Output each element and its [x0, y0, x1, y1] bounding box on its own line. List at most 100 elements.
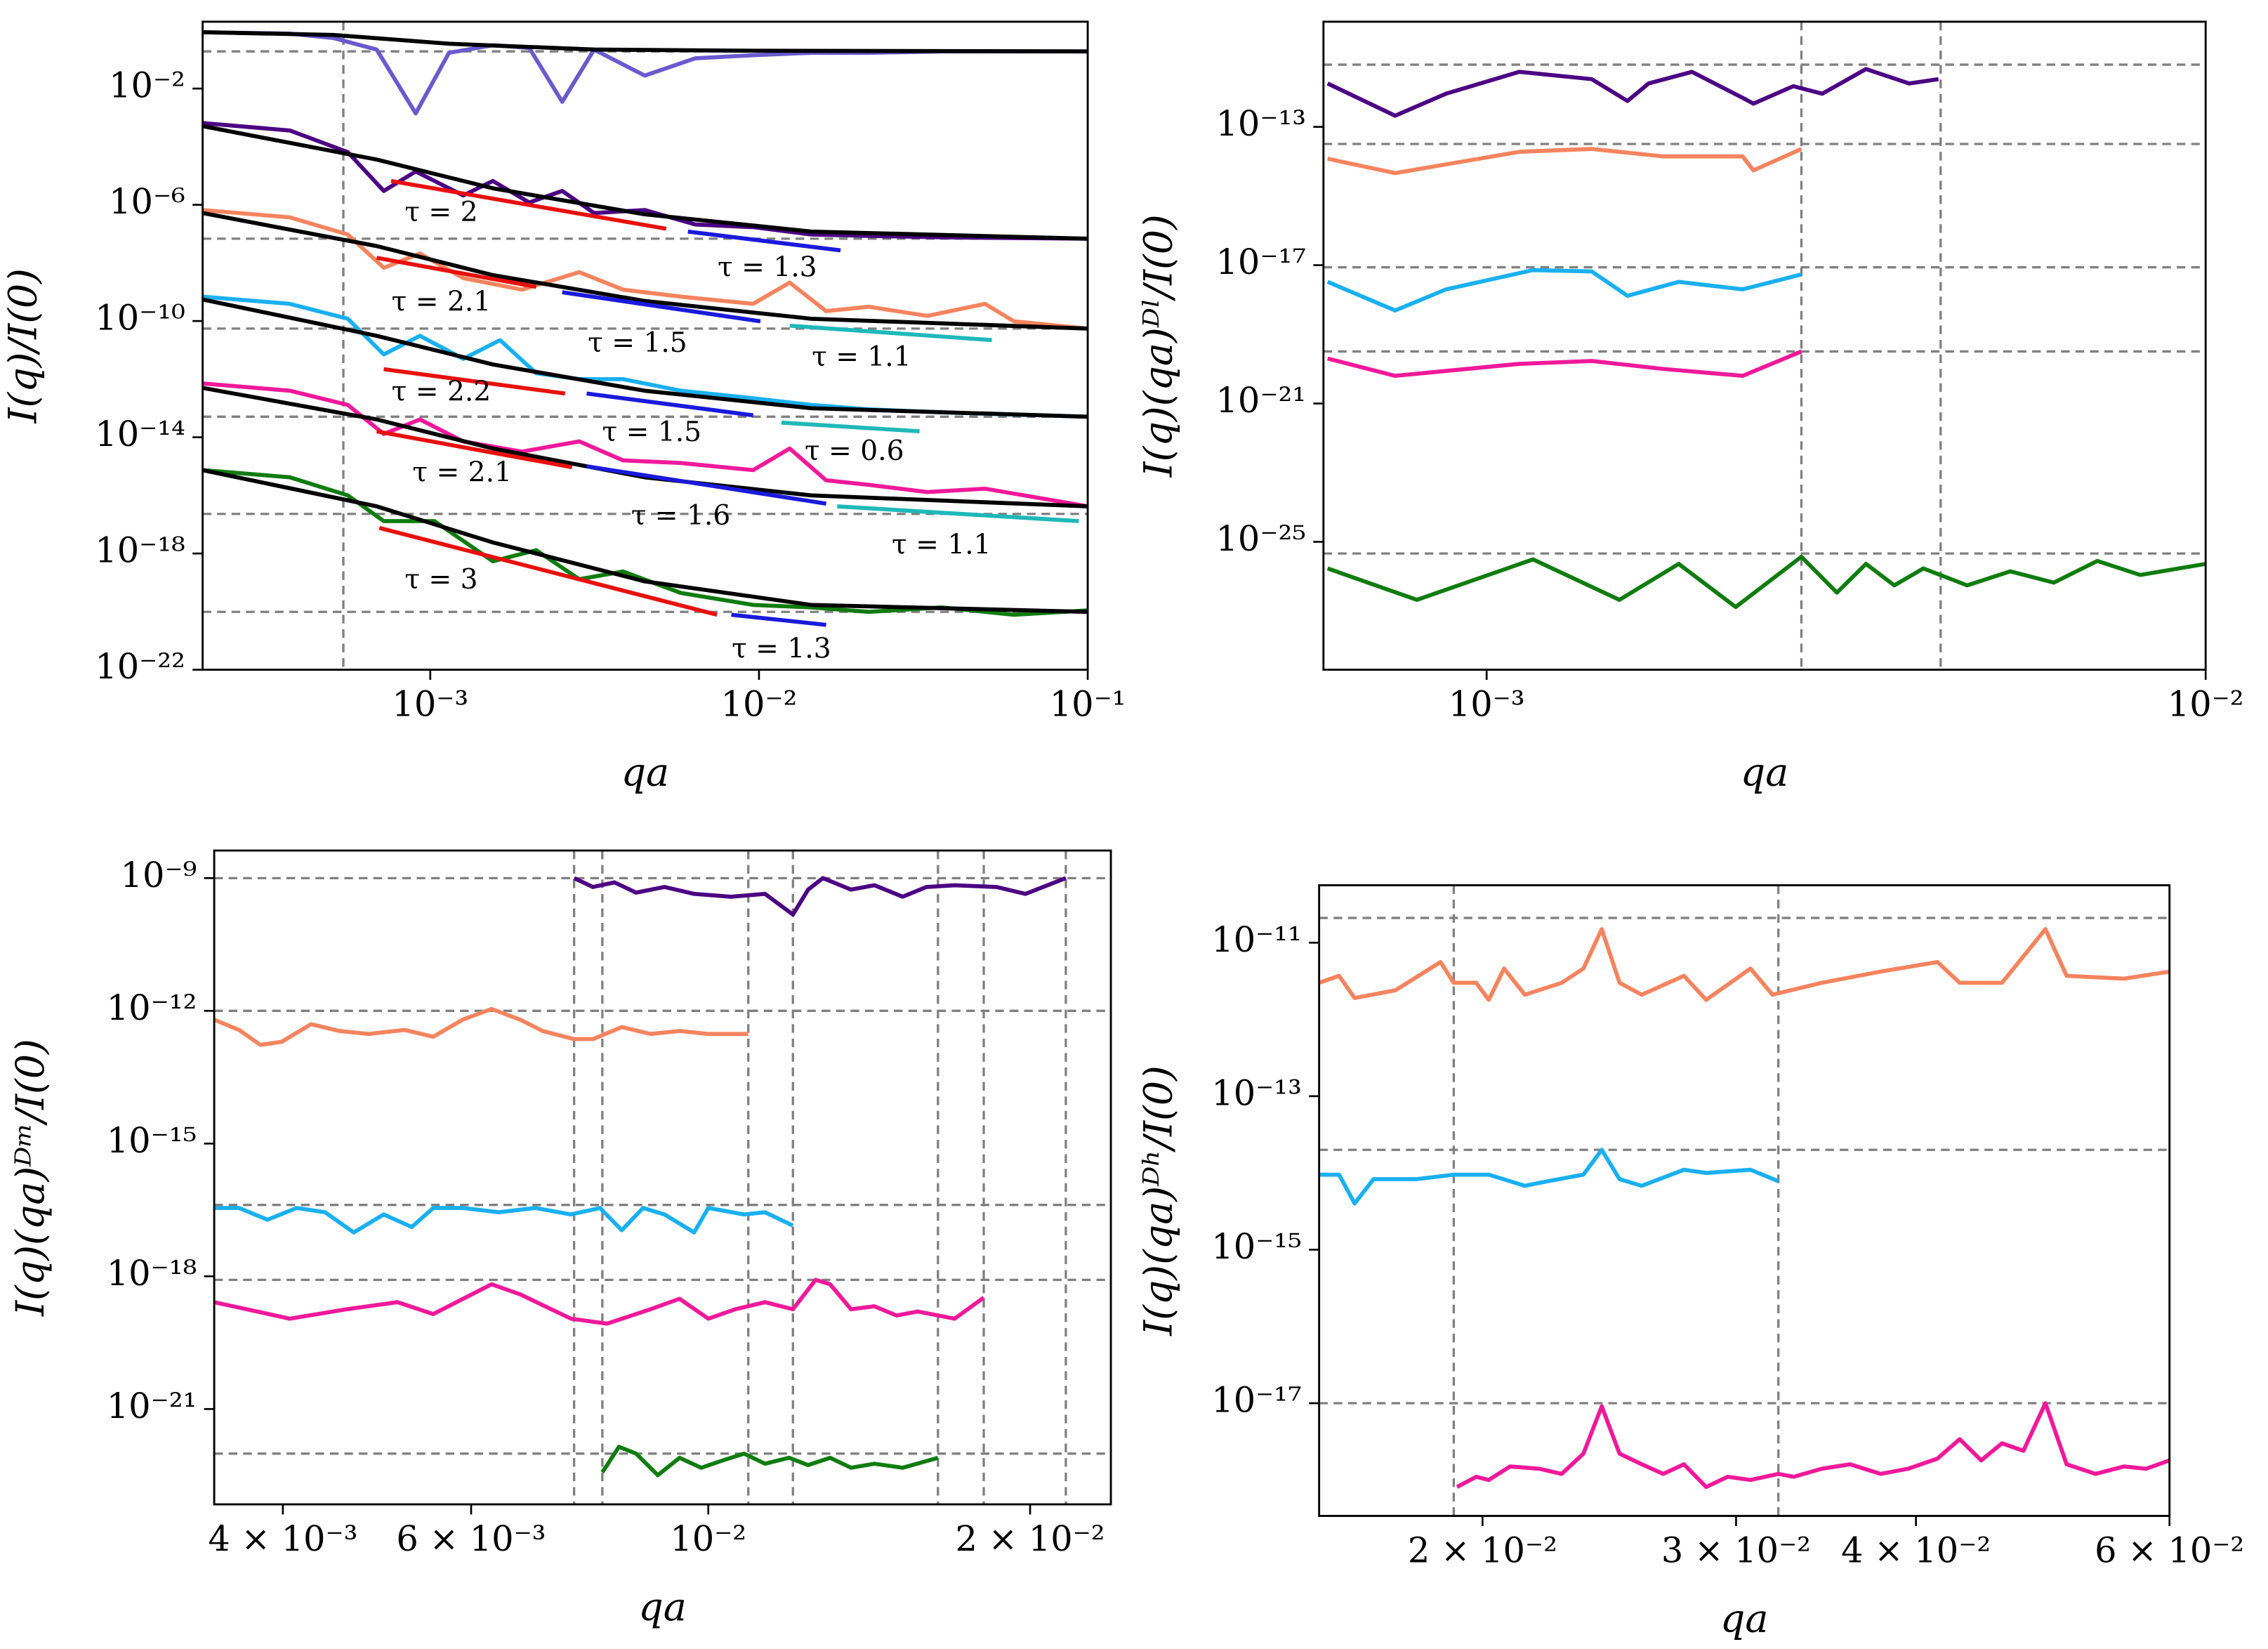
- x-tick-label: 4 × 10⁻³: [208, 1518, 357, 1559]
- annotation: τ = 2.2: [392, 376, 492, 407]
- annotation: τ = 0.6: [805, 435, 904, 467]
- y-tick-label: 10⁻¹⁴: [95, 414, 185, 454]
- panel: 2 × 10⁻² 3 × 10⁻² 4 × 10⁻² 6 × 10⁻² 10⁻¹¹ 10⁻…: [1136, 884, 2244, 1641]
- plot-frame: [213, 849, 1112, 1506]
- series-line: [1326, 268, 1802, 313]
- series-line: [1319, 1148, 1779, 1206]
- series-line: [687, 229, 841, 253]
- y-tick-label: 10⁻¹⁷: [1215, 242, 1306, 282]
- series-line: [600, 1445, 939, 1478]
- panel: τ = 2 τ = 1.3 τ = 2.1 τ = 1.5 τ = 1.1 τ = 2.2…: [1, 20, 1126, 795]
- series-line: [1326, 67, 1939, 118]
- y-tick-label: 10⁻¹⁵: [107, 1120, 197, 1161]
- series-line: [202, 468, 1088, 615]
- series-line: [202, 211, 1088, 331]
- series-line: [202, 29, 1088, 54]
- series-line: [573, 876, 1067, 917]
- annotation: τ = 1.5: [602, 416, 702, 448]
- x-tick-label: 10⁻²: [721, 684, 798, 725]
- series-line: [1326, 554, 2206, 610]
- plot-area: [1323, 21, 2206, 670]
- series-line: [202, 208, 1088, 331]
- series-line: [1327, 147, 1802, 176]
- x-tick-label: 6 × 10⁻²: [2095, 1530, 2244, 1570]
- panel: 10⁻³ 10⁻² 10⁻¹³ 10⁻¹⁷ 10⁻²¹ 10⁻²⁵ qa I(q)(qa)ᴰˡ…: [1136, 20, 2244, 795]
- y-tick-label: 10⁻²¹: [107, 1386, 197, 1426]
- y-tick-label: 10⁻²: [109, 65, 185, 106]
- x-axis-label: qa: [638, 1584, 687, 1630]
- series-line: [390, 178, 667, 231]
- y-tick-label: 10⁻¹⁰: [95, 298, 185, 339]
- series-line: [202, 468, 1088, 617]
- annotation: τ = 2: [404, 197, 477, 228]
- series-line: [562, 290, 761, 324]
- y-tick-label: 10⁻²²: [95, 646, 185, 687]
- y-tick-label: 10⁻⁹: [121, 855, 197, 895]
- series-line: [378, 525, 718, 617]
- y-tick-label: 10⁻²¹: [1215, 380, 1306, 421]
- series-line: [586, 391, 754, 418]
- annotation: τ = 1.1: [812, 341, 911, 373]
- y-axis-label: I(q)/I(0): [1, 268, 46, 423]
- annotation: τ = 2.1: [392, 287, 492, 318]
- annotation: τ = 1.5: [588, 327, 687, 359]
- annotation: τ = 1.1: [892, 530, 991, 561]
- plot-frame: [1322, 20, 2207, 671]
- x-axis-label: qa: [1741, 749, 1789, 795]
- series-line: [202, 386, 1088, 508]
- series-line: [1327, 349, 1802, 379]
- x-tick-label: 10⁻²: [2168, 684, 2244, 725]
- series-line: [202, 29, 1088, 116]
- series-line: [781, 420, 920, 434]
- annotation: τ = 1.6: [631, 500, 731, 532]
- annotation: τ = 2.1: [412, 457, 512, 489]
- x-tick-label: 10⁻³: [1449, 684, 1525, 725]
- series-line: [376, 256, 537, 289]
- y-axis-label: I(q)(qa)ᴰᵐ/I(0): [8, 1039, 53, 1317]
- x-axis-label: qa: [1720, 1596, 1769, 1641]
- series-line: [202, 381, 1088, 508]
- y-axis-label: I(q)(qa)ᴰˡ/I(0): [1136, 214, 1182, 478]
- series-line: [202, 124, 1088, 241]
- y-tick-label: 10⁻⁶: [109, 181, 185, 222]
- plot-frame: [1318, 884, 2171, 1517]
- series-line: [214, 1006, 749, 1047]
- plot-area: [1319, 885, 2170, 1516]
- x-tick-label: 3 × 10⁻²: [1661, 1530, 1811, 1570]
- annotation: τ = 3: [404, 564, 477, 596]
- series-line: [214, 1277, 985, 1326]
- series-line: [202, 297, 1088, 419]
- series-line: [837, 504, 1079, 523]
- plot-frame: [202, 20, 1089, 671]
- x-tick-label: 2 × 10⁻²: [1408, 1530, 1557, 1570]
- series-line: [731, 612, 826, 627]
- series-line: [586, 464, 826, 506]
- series-line: [383, 367, 566, 396]
- panel: 4 × 10⁻³ 6 × 10⁻³ 10⁻² 2 × 10⁻² 10⁻⁹ 10⁻¹² 10⁻…: [8, 849, 1112, 1630]
- series-line: [1319, 927, 2170, 1002]
- series-line: [376, 429, 573, 470]
- y-tick-label: 10⁻¹³: [1215, 103, 1306, 144]
- y-tick-label: 10⁻¹³: [1211, 1072, 1302, 1113]
- y-tick-label: 10⁻¹¹: [1211, 919, 1302, 960]
- y-tick-label: 10⁻¹⁸: [107, 1253, 197, 1294]
- y-tick-label: 10⁻¹⁵: [1211, 1226, 1302, 1267]
- y-tick-label: 10⁻²⁵: [1215, 518, 1306, 559]
- x-tick-label: 2 × 10⁻²: [955, 1518, 1105, 1559]
- series-line: [214, 1206, 794, 1235]
- x-tick-label: 4 × 10⁻²: [1841, 1530, 1991, 1570]
- plot-area: [214, 850, 1112, 1505]
- series-line: [202, 121, 1088, 241]
- plot-area: [202, 21, 1088, 670]
- series-line: [1456, 1401, 2170, 1490]
- y-axis-label: I(q)(qa)ᴰʰ/I(0): [1136, 1065, 1182, 1336]
- series-line: [789, 323, 992, 343]
- annotation: τ = 1.3: [732, 633, 831, 665]
- x-tick-label: 10⁻²: [670, 1518, 746, 1559]
- x-tick-label: 10⁻³: [392, 684, 468, 725]
- x-tick-label: 6 × 10⁻³: [396, 1518, 546, 1559]
- x-axis-label: qa: [621, 749, 669, 795]
